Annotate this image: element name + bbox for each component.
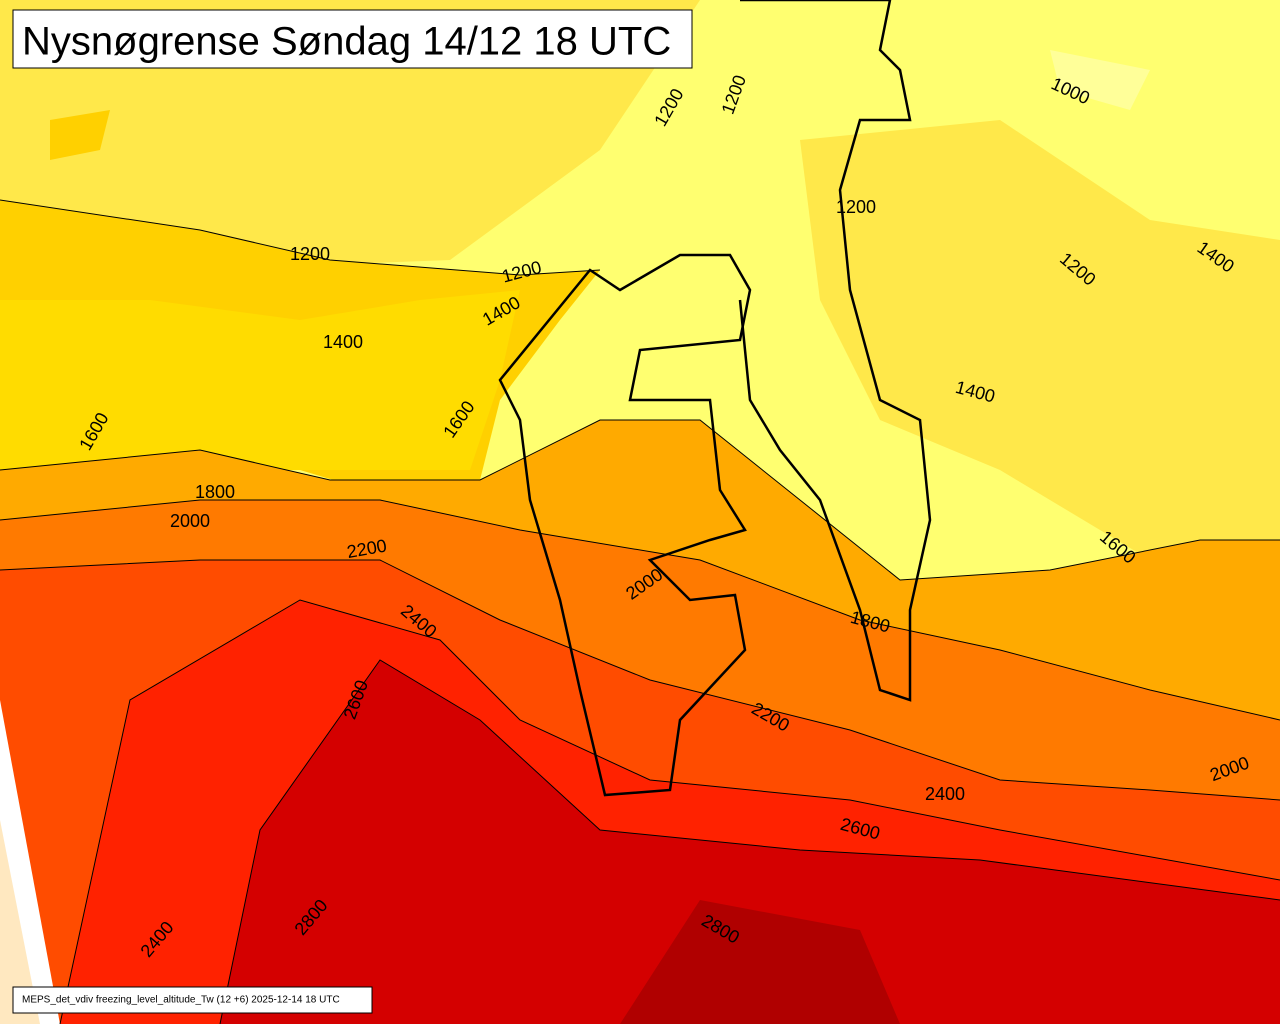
map-title: Nysnøgrense Søndag 14/12 18 UTC (22, 20, 671, 64)
footer-box (12, 986, 373, 1014)
title-box (12, 9, 693, 69)
contour-label: 2400 (925, 784, 965, 804)
contour-label: 1200 (290, 244, 330, 264)
footer-text: MEPS_det_vdiv freezing_level_altitude_Tw… (22, 995, 340, 1006)
contour-label: 1800 (195, 482, 235, 502)
contour-label: 1200 (836, 197, 876, 217)
contour-label: 2000 (170, 511, 210, 531)
country-borders (498, 0, 932, 797)
contour-label: 1400 (323, 332, 363, 352)
contour-lines (0, 199, 1280, 1024)
